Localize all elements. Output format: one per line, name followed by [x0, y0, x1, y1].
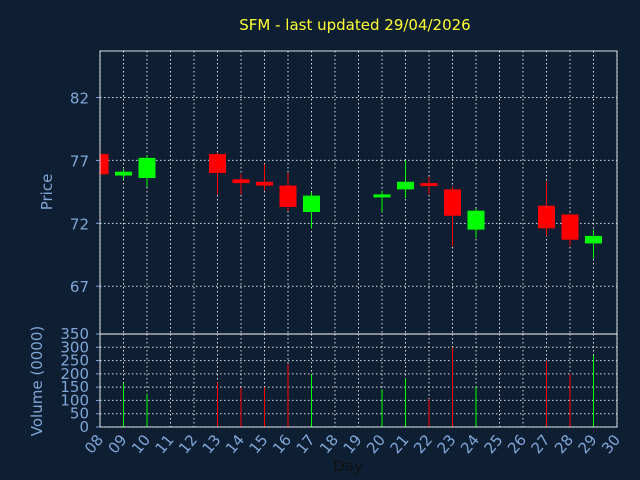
volume-tick-label: 350 [60, 325, 89, 343]
volume-tick-label: 0 [79, 418, 89, 436]
price-tick-label: 67 [70, 278, 89, 296]
candle-body [256, 181, 273, 186]
volume-tick-label: 100 [60, 391, 89, 409]
candle-24 [467, 208, 485, 239]
candle-body [115, 171, 132, 176]
candle-body [303, 195, 320, 212]
candle-20 [373, 190, 391, 212]
candle-13 [209, 152, 226, 195]
candle-23 [444, 186, 461, 246]
candle-body [561, 214, 579, 240]
candle-body [420, 183, 438, 187]
candle-27 [538, 181, 555, 236]
x-axis-label: Day [333, 457, 363, 475]
candle-body [138, 157, 156, 179]
candle-10 [138, 155, 156, 187]
candle-15 [256, 164, 273, 191]
price-tick-label: 72 [70, 215, 89, 233]
candle-body [585, 235, 602, 244]
price-axis-label: Price [38, 174, 56, 211]
candle-29 [585, 229, 602, 259]
volume-frame [99, 333, 618, 428]
candle-body [279, 185, 297, 207]
candle-body [209, 154, 226, 174]
candle-body [538, 205, 555, 229]
candle-28 [561, 213, 579, 246]
candle-body [232, 179, 250, 184]
volume-tick-label: 200 [60, 365, 89, 383]
candle-21 [397, 160, 414, 199]
volume-axis-label: Volume (0000) [28, 326, 46, 436]
volume-tick-label: 50 [70, 405, 89, 423]
candle-17 [303, 191, 320, 229]
chart-title: SFM - last updated 29/04/2026 [239, 16, 470, 34]
volume-bars [123, 347, 594, 427]
volume-tick-label: 250 [60, 352, 89, 370]
volume-tick-label: 150 [60, 378, 89, 396]
candle-body [467, 210, 485, 230]
price-candles [99, 150, 602, 259]
price-tick-label: 77 [70, 152, 89, 170]
candle-16 [279, 173, 297, 211]
price-tick-label: 82 [70, 90, 89, 108]
x-axis-ticks: 0809101112131415161718192021222324252627… [81, 431, 624, 457]
candle-body [373, 194, 391, 198]
candle-08 [99, 150, 109, 177]
candle-22 [420, 176, 438, 195]
candle-body [397, 181, 414, 190]
candle-body [100, 154, 109, 175]
price-y-ticks: 67 72 77 82 [70, 90, 100, 296]
candle-14 [232, 174, 250, 195]
candle-body [444, 189, 461, 216]
candle-09 [115, 169, 132, 180]
volume-tick-label: 300 [60, 338, 89, 356]
